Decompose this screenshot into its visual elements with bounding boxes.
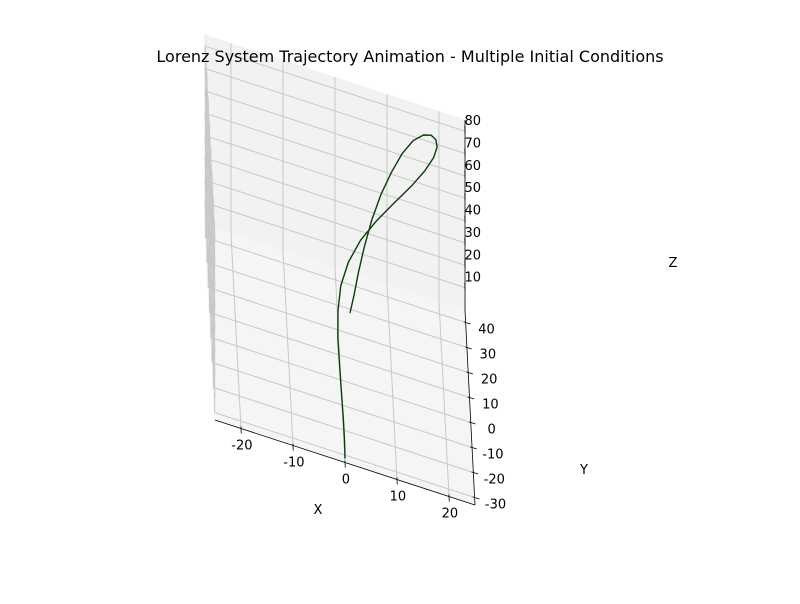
y-axis-label: Y	[579, 463, 588, 478]
y-tick-label: -10	[482, 447, 503, 462]
y-tick-label: 0	[488, 422, 496, 437]
x-tick-label: 0	[342, 472, 350, 487]
chart-title: Lorenz System Trajectory Animation - Mul…	[0, 47, 800, 66]
z-tick-label: 10	[464, 271, 481, 286]
x-tick-label: -20	[231, 438, 252, 453]
y-tick-label: -30	[485, 497, 506, 512]
y-tick-label: 20	[481, 372, 498, 387]
z-tick-label: 80	[464, 114, 481, 129]
x-tick-label: 10	[390, 489, 407, 504]
z-tick-label: 30	[464, 226, 481, 241]
z-tick-label: 40	[464, 204, 481, 219]
x-axis-label: X	[314, 503, 323, 518]
y-tick-label: 10	[482, 397, 499, 412]
x-tick-label: -10	[283, 455, 304, 470]
x-tick-label: 20	[442, 506, 459, 521]
y-tick-label: 30	[480, 347, 497, 362]
z-tick-label: 70	[464, 137, 481, 152]
axis-panes	[205, 35, 475, 505]
z-tick-label: 50	[464, 181, 481, 196]
y-tick-label: 40	[478, 322, 495, 337]
z-axis-label: Z	[669, 256, 678, 271]
z-tick-label: 60	[464, 159, 481, 174]
y-tick-label: -20	[484, 472, 505, 487]
z-tick-label: 20	[464, 248, 481, 263]
